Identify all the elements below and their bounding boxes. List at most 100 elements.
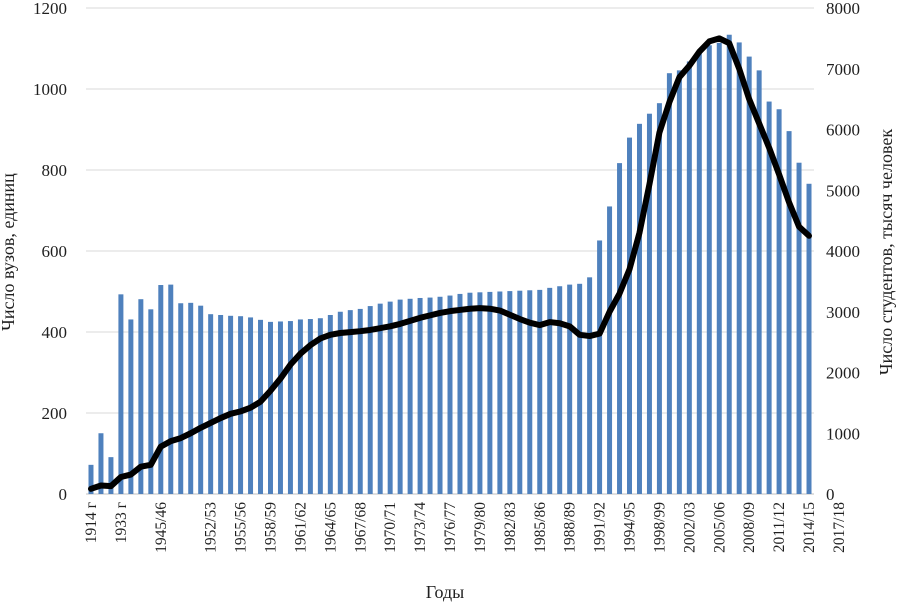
bar (517, 290, 523, 494)
x-tick-label: 1970/71 (382, 502, 399, 553)
bar (597, 240, 603, 494)
x-tick-label: 1985/86 (532, 502, 549, 553)
bar (198, 305, 204, 494)
x-tick-label: 2008/09 (741, 502, 758, 553)
bar (547, 287, 553, 494)
bar (786, 131, 792, 494)
bar (178, 303, 184, 494)
bar (477, 292, 483, 494)
bar (268, 321, 273, 494)
x-tick-label: 1991/92 (592, 502, 609, 553)
bar (417, 297, 423, 494)
students-line (87, 35, 813, 492)
x-tick-label: 1988/89 (562, 502, 579, 553)
left-tick-label: 200 (42, 404, 68, 423)
bar (676, 70, 682, 495)
bar (218, 314, 224, 494)
bar (118, 294, 124, 494)
bar (527, 290, 533, 494)
left-tick-label: 1200 (33, 0, 67, 18)
bar (128, 319, 134, 494)
x-tick-label: 2011/12 (771, 502, 788, 552)
left-tick-label: 400 (42, 323, 68, 342)
bar (806, 183, 812, 494)
bar (796, 162, 802, 494)
x-tick-label: 1945/46 (153, 502, 170, 553)
x-tick-label: 1958/59 (262, 502, 279, 553)
right-tick-label: 6000 (826, 121, 860, 140)
x-axis-ticks: 1914 г 1933 г 1945/46 1952/53 1955/56 1958/59… (83, 502, 848, 553)
bar (736, 42, 742, 495)
bar-series (88, 34, 812, 495)
bar (666, 73, 672, 494)
x-tick-label: 2014/15 (801, 502, 818, 553)
x-axis-title: Годы (426, 582, 465, 602)
bar (766, 101, 772, 495)
bar (457, 293, 463, 494)
right-tick-label: 7000 (826, 60, 860, 79)
x-tick-label: 1961/62 (292, 502, 309, 553)
bar (447, 295, 453, 494)
right-axis-ticks: 0 1000 2000 3000 4000 5000 6000 7000 8000 (826, 0, 860, 504)
bar (646, 113, 652, 494)
right-tick-label: 4000 (826, 242, 860, 261)
x-tick-label: 1982/83 (502, 502, 519, 553)
x-tick-label: 1964/65 (322, 502, 339, 553)
bar (317, 318, 323, 494)
x-tick-label: 1973/74 (412, 502, 429, 553)
bar (756, 70, 762, 495)
bar (357, 308, 363, 494)
left-tick-label: 600 (42, 242, 68, 261)
bar (656, 103, 662, 495)
bar (567, 284, 573, 494)
bar (297, 319, 303, 494)
left-tick-label: 800 (42, 161, 68, 180)
bar (587, 277, 593, 494)
bar (627, 137, 632, 494)
bar (337, 311, 343, 494)
bar (138, 299, 144, 494)
right-axis-title: Число студентов, тысяч человек (876, 129, 896, 375)
line-series (87, 35, 813, 492)
bar (706, 45, 712, 494)
bar (636, 123, 642, 494)
bar (108, 457, 114, 494)
bar (407, 298, 413, 494)
bar (98, 433, 104, 494)
bar (188, 302, 194, 494)
right-tick-label: 0 (826, 485, 835, 504)
bar (148, 309, 154, 494)
x-tick-label: 1967/68 (352, 502, 369, 553)
bar (228, 315, 234, 494)
right-tick-label: 8000 (826, 0, 860, 18)
bar (287, 321, 293, 494)
x-tick-label: 2002/03 (681, 502, 698, 553)
bar (617, 163, 623, 495)
x-tick-label: 1994/95 (622, 502, 639, 553)
bar (776, 109, 782, 494)
bar (577, 283, 583, 494)
bar (88, 464, 94, 494)
bar (347, 310, 353, 494)
x-tick-label: 1952/53 (203, 502, 220, 553)
bar (397, 299, 403, 494)
bar (467, 292, 473, 494)
bar (726, 34, 732, 494)
bar (277, 321, 283, 494)
left-axis-ticks: 0 200 400 600 800 1000 1200 (33, 0, 67, 504)
bar (557, 286, 563, 494)
x-tick-label: 1998/99 (651, 502, 668, 553)
bar (746, 56, 752, 494)
bar (716, 42, 722, 495)
bar (168, 284, 174, 494)
right-tick-label: 5000 (826, 181, 860, 200)
bar (158, 285, 164, 494)
bar (497, 291, 503, 494)
bar (327, 314, 333, 494)
bar (607, 206, 613, 494)
left-tick-label: 0 (59, 485, 68, 504)
bar (258, 319, 264, 494)
left-axis-title: Число вузов, единиц (0, 173, 18, 331)
